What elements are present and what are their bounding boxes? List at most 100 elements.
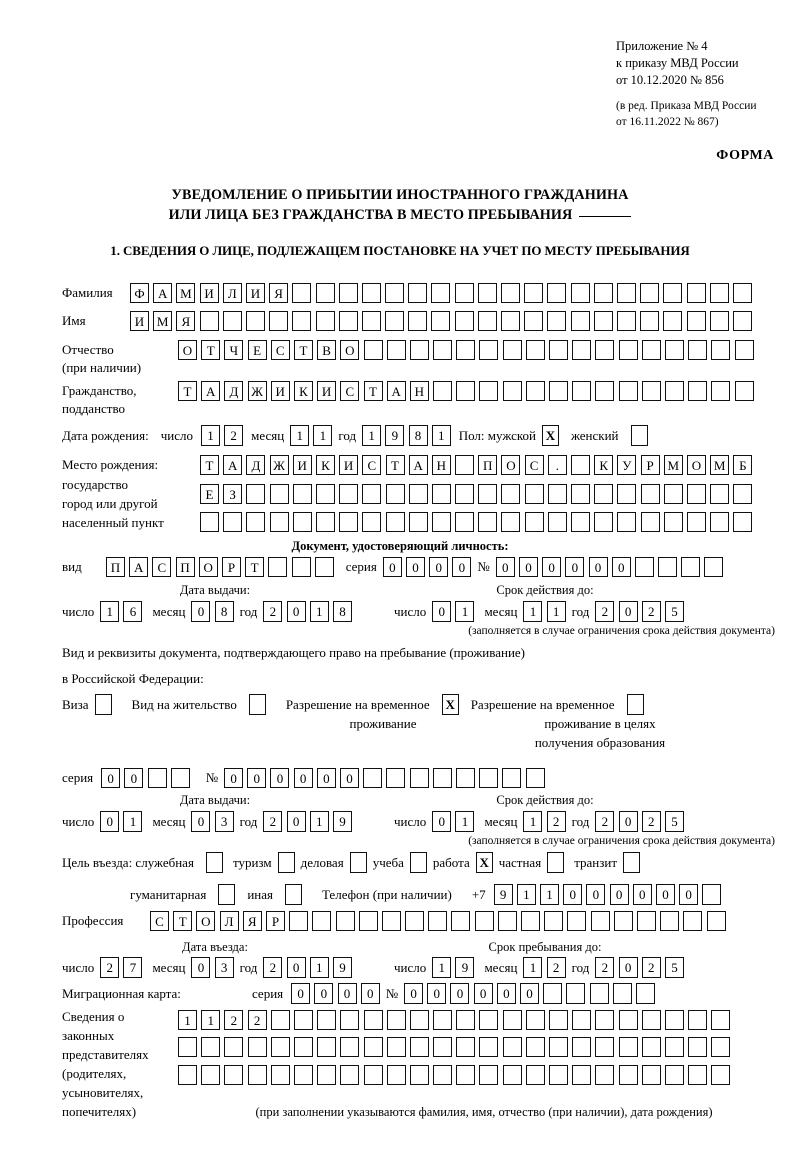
char-cell[interactable]: [618, 340, 638, 360]
purpose-tourism-checkbox[interactable]: [277, 852, 295, 873]
char-cell[interactable]: З: [223, 484, 243, 504]
char-cell[interactable]: 0: [270, 768, 290, 788]
char-cell[interactable]: [634, 557, 654, 577]
char-cell[interactable]: [595, 1065, 615, 1085]
char-cell[interactable]: [616, 311, 636, 331]
char-cell[interactable]: [641, 1010, 661, 1030]
residence-permit-checkbox[interactable]: [248, 694, 266, 715]
char-cell[interactable]: [640, 512, 660, 532]
char-cell[interactable]: [386, 1037, 406, 1057]
char-cell[interactable]: И: [130, 311, 149, 331]
char-cell[interactable]: [291, 557, 311, 577]
char-cell[interactable]: 0: [432, 601, 452, 622]
char-cell[interactable]: 0: [432, 811, 452, 832]
char-cell[interactable]: [409, 768, 429, 788]
char-cell[interactable]: 0: [286, 957, 306, 978]
char-cell[interactable]: 1: [431, 425, 451, 446]
char-cell[interactable]: [501, 512, 521, 532]
char-cell[interactable]: С: [362, 455, 382, 475]
char-cell[interactable]: О: [178, 340, 197, 360]
char-cell[interactable]: [292, 484, 312, 504]
char-cell[interactable]: С: [152, 557, 172, 577]
char-cell[interactable]: 0: [618, 957, 638, 978]
char-cell[interactable]: [363, 768, 383, 788]
char-cell[interactable]: 0: [224, 768, 244, 788]
char-cell[interactable]: [292, 311, 312, 331]
char-cell[interactable]: [688, 1037, 708, 1057]
char-cell[interactable]: [502, 1065, 522, 1085]
char-cell[interactable]: 0: [609, 884, 629, 905]
char-cell[interactable]: В: [317, 340, 337, 360]
char-cell[interactable]: [386, 1010, 406, 1030]
char-cell[interactable]: [246, 512, 266, 532]
char-cell[interactable]: [455, 484, 475, 504]
char-cell[interactable]: [222, 311, 242, 331]
char-cell[interactable]: [501, 484, 521, 504]
char-cell[interactable]: 0: [618, 811, 638, 832]
char-cell[interactable]: [664, 1010, 684, 1030]
char-cell[interactable]: Р: [221, 557, 241, 577]
char-cell[interactable]: [547, 283, 567, 303]
char-cell[interactable]: С: [524, 455, 544, 475]
char-cell[interactable]: [641, 340, 661, 360]
char-cell[interactable]: [688, 1065, 708, 1085]
char-cell[interactable]: [315, 484, 335, 504]
char-cell[interactable]: 1: [309, 811, 329, 832]
char-cell[interactable]: [663, 283, 683, 303]
char-cell[interactable]: С: [270, 340, 290, 360]
char-cell[interactable]: [663, 512, 683, 532]
char-cell[interactable]: [525, 1065, 545, 1085]
char-cell[interactable]: 2: [263, 811, 283, 832]
char-cell[interactable]: 1: [123, 811, 143, 832]
char-cell[interactable]: [732, 283, 752, 303]
char-cell[interactable]: [617, 512, 637, 532]
char-cell[interactable]: 7: [123, 957, 143, 978]
char-cell[interactable]: [544, 911, 564, 931]
char-cell[interactable]: [686, 283, 706, 303]
char-cell[interactable]: [711, 381, 731, 401]
char-cell[interactable]: [502, 1010, 522, 1030]
char-cell[interactable]: [710, 512, 730, 532]
char-cell[interactable]: [710, 484, 730, 504]
char-cell[interactable]: Т: [178, 381, 197, 401]
char-cell[interactable]: [224, 1065, 244, 1085]
char-cell[interactable]: [409, 340, 429, 360]
char-cell[interactable]: [616, 283, 636, 303]
temp-edu-checkbox[interactable]: [626, 694, 644, 715]
char-cell[interactable]: [292, 512, 312, 532]
char-cell[interactable]: [686, 311, 706, 331]
char-cell[interactable]: [618, 1037, 638, 1057]
char-cell[interactable]: 9: [385, 425, 405, 446]
char-cell[interactable]: 0: [452, 557, 472, 577]
char-cell[interactable]: 1: [100, 601, 120, 622]
char-cell[interactable]: [408, 283, 428, 303]
char-cell[interactable]: Л: [222, 283, 242, 303]
char-cell[interactable]: [595, 1010, 615, 1030]
char-cell[interactable]: [201, 1037, 221, 1057]
char-cell[interactable]: [688, 381, 708, 401]
char-cell[interactable]: [386, 768, 406, 788]
char-cell[interactable]: [433, 1037, 453, 1057]
char-cell[interactable]: [408, 484, 428, 504]
char-cell[interactable]: [340, 1065, 360, 1085]
char-cell[interactable]: А: [129, 557, 149, 577]
char-cell[interactable]: 3: [214, 811, 234, 832]
char-cell[interactable]: [385, 512, 405, 532]
char-cell[interactable]: 1: [455, 601, 475, 622]
char-cell[interactable]: [456, 1010, 476, 1030]
char-cell[interactable]: .: [547, 455, 567, 475]
char-cell[interactable]: [618, 1010, 638, 1030]
char-cell[interactable]: [199, 311, 219, 331]
char-cell[interactable]: [385, 484, 405, 504]
char-cell[interactable]: [640, 484, 660, 504]
